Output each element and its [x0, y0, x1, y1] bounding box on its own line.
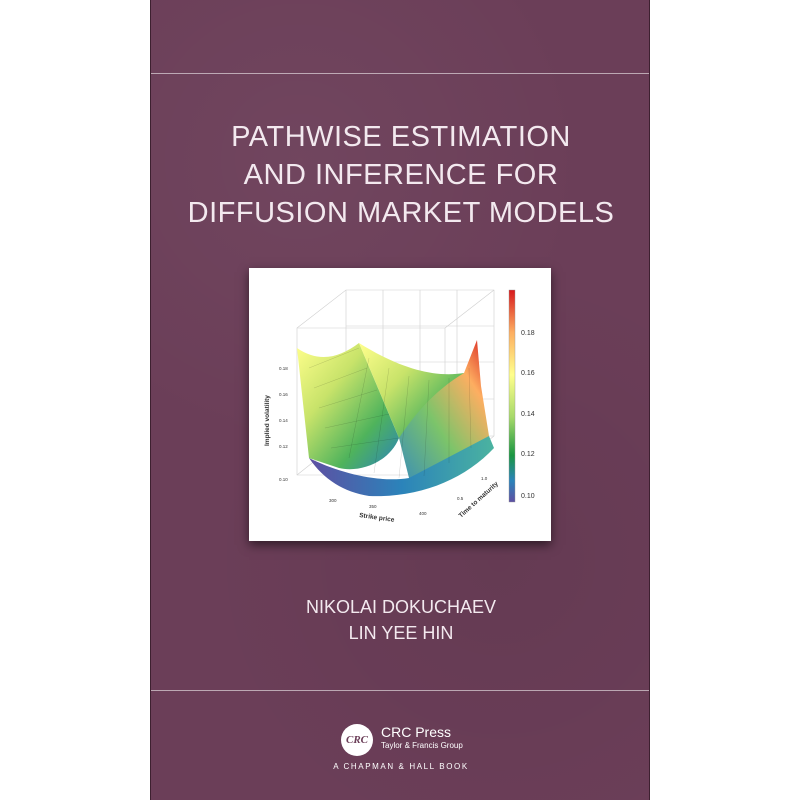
authors: NIKOLAI DOKUCHAEV LIN YEE HIN — [151, 594, 649, 646]
x-tick-label: 300 — [329, 498, 337, 503]
y-tick-label: 0.16 — [279, 392, 288, 397]
colorbar-gradient — [508, 289, 516, 503]
title-line-1: PATHWISE ESTIMATION — [231, 121, 571, 153]
z-tick-label: 1.0 — [481, 476, 488, 481]
colorbar-tick-label: 0.18 — [521, 330, 535, 337]
title-line-2: AND INFERENCE FOR — [243, 159, 559, 191]
surface-left-sheet — [297, 343, 399, 470]
volatility-surface-plot: 0.18 0.16 0.14 0.12 0.10 Implied volatil… — [264, 289, 535, 524]
x-tick-label: 400 — [419, 511, 427, 516]
publisher-name: CRC Press — [381, 724, 452, 740]
book-title: PATHWISE ESTIMATION AND INFERENCE FOR DI… — [151, 118, 649, 232]
book-cover: PATHWISE ESTIMATION AND INFERENCE FOR DI… — [150, 0, 650, 800]
y-axis-label: Implied volatility — [264, 395, 271, 446]
y-tick-label: 0.12 — [279, 444, 288, 449]
y-tick-label: 0.18 — [279, 366, 288, 371]
publisher-block: CRC CRC Press Taylor & Francis Group A C… — [151, 718, 649, 778]
surface-right-sheet — [399, 340, 489, 478]
surface — [297, 340, 494, 497]
publisher-group: Taylor & Francis Group — [381, 741, 463, 750]
author-2: LIN YEE HIN — [348, 623, 454, 643]
y-tick-label: 0.10 — [279, 477, 288, 482]
colorbar-tick-label: 0.10 — [521, 493, 535, 500]
z-axis-label: Time to maturity — [458, 480, 500, 519]
y-tick-label: 0.14 — [279, 418, 288, 423]
z-axis: 1.0 0.5 Time to maturity — [457, 476, 500, 519]
colorbar-tick-label: 0.14 — [521, 411, 535, 418]
y-axis: 0.18 0.16 0.14 0.12 0.10 Implied volatil… — [264, 366, 288, 482]
x-axis: 300 350 400 Strike price — [329, 498, 427, 524]
surface-front-floor — [309, 436, 494, 497]
title-line-3: DIFFUSION MARKET MODELS — [187, 197, 615, 229]
x-tick-label: 350 — [369, 504, 377, 509]
imprint: A CHAPMAN & HALL BOOK — [333, 762, 469, 771]
z-tick-label: 0.5 — [457, 496, 464, 501]
author-1: NIKOLAI DOKUCHAEV — [305, 597, 497, 617]
cover-figure: 0.18 0.16 0.14 0.12 0.10 Implied volatil… — [249, 268, 551, 541]
bottom-rule — [151, 690, 649, 691]
colorbar: 0.18 0.16 0.14 0.12 0.10 — [508, 289, 535, 503]
top-rule — [151, 73, 649, 74]
crc-press-logo: CRC — [341, 724, 373, 756]
x-axis-label: Strike price — [359, 512, 395, 524]
colorbar-tick-label: 0.12 — [521, 451, 535, 458]
colorbar-tick-label: 0.16 — [521, 370, 535, 377]
surface-mesh — [308, 347, 472, 479]
